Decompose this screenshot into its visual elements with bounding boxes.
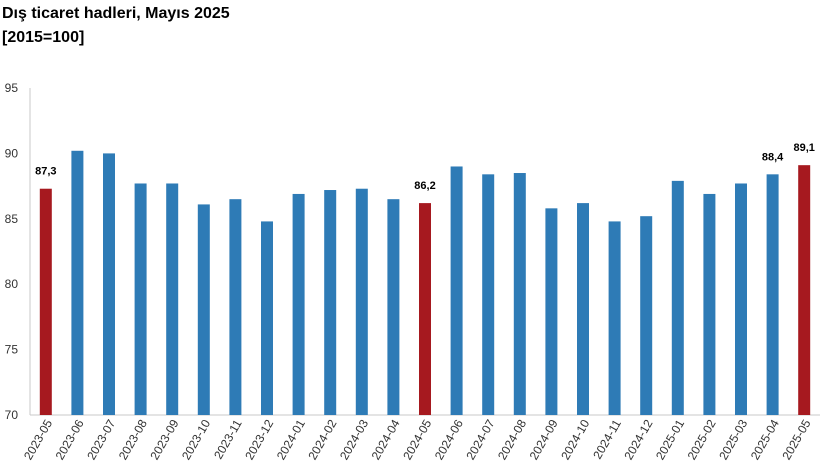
- bar-2023-10: [197, 204, 210, 415]
- x-tick-label: 2025-01: [653, 417, 687, 462]
- chart-bars: [39, 150, 811, 415]
- bar-2024-04: [387, 199, 400, 415]
- chart-data-labels: 87,3 86,2 88,4 89,1: [35, 142, 815, 192]
- x-tick-label: 2025-05: [779, 417, 813, 462]
- y-tick-label: 75: [5, 343, 19, 357]
- x-tick-label: 2023-12: [242, 417, 276, 462]
- x-tick-label: 2024-12: [621, 417, 655, 462]
- x-tick-label: 2023-11: [211, 417, 245, 462]
- y-tick-label: 70: [5, 408, 19, 422]
- x-tick-label: 2024-02: [305, 417, 339, 462]
- bar-2023-08: [134, 183, 147, 415]
- bar-2024-02: [324, 190, 337, 415]
- bar-2023-06: [71, 150, 84, 415]
- x-tick-label: 2024-04: [369, 417, 403, 462]
- x-tick-label: 2024-06: [432, 417, 466, 462]
- bar-2025-03: [735, 183, 747, 415]
- x-tick-label: 2025-02: [685, 417, 719, 462]
- x-tick-label: 2023-05: [21, 417, 55, 462]
- x-tick-label: 2025-03: [716, 417, 750, 462]
- x-tick-label: 2024-01: [274, 417, 308, 462]
- x-tick-label: 2023-09: [147, 417, 181, 462]
- bar-2023-05: [39, 188, 52, 415]
- chart-axes: 70 75 80 85 90 95 2023-052023-062023-072023-08…: [5, 81, 820, 462]
- bar-2024-11: [608, 221, 621, 415]
- bar-2023-11: [229, 199, 242, 415]
- x-tick-label: 2024-05: [400, 417, 434, 462]
- x-tick-label: 2024-03: [337, 417, 371, 462]
- data-label-2023-05: 87,3: [35, 166, 56, 178]
- chart-title: Dış ticaret hadleri, Mayıs 2025: [2, 5, 230, 22]
- bar-2024-05: [419, 203, 431, 415]
- y-tick-label: 85: [5, 212, 19, 226]
- data-label-2025-05: 89,1: [793, 142, 814, 154]
- data-label-2025-04: 88,4: [762, 151, 784, 163]
- y-tick-label: 95: [5, 81, 19, 95]
- bar-2025-04: [766, 174, 779, 415]
- data-label-2024-05: 86,2: [414, 180, 435, 192]
- y-tick-label: 80: [5, 277, 19, 291]
- x-tick-label: 2023-06: [53, 417, 87, 462]
- x-tick-label: 2024-10: [558, 417, 592, 462]
- bar-2024-06: [450, 166, 463, 415]
- bar-2023-07: [103, 153, 115, 415]
- x-tick-label: 2024-09: [527, 417, 561, 462]
- x-tick-label: 2023-07: [84, 417, 118, 462]
- bar-2025-01: [671, 180, 684, 415]
- x-tick-label: 2023-08: [116, 417, 150, 462]
- bar-2025-02: [703, 193, 716, 415]
- chart-subtitle: [2015=100]: [2, 29, 85, 46]
- x-tick-label: 2024-11: [590, 417, 624, 462]
- bar-2024-07: [482, 174, 495, 415]
- x-tick-label: 2023-10: [179, 417, 213, 462]
- x-tick-label: 2025-04: [748, 417, 782, 462]
- bar-2024-09: [545, 208, 558, 415]
- bar-2024-12: [640, 216, 653, 415]
- bar-2025-05: [798, 165, 811, 415]
- bar-2024-10: [577, 203, 589, 415]
- y-tick-label: 90: [5, 146, 19, 160]
- x-tick-label: 2024-08: [495, 417, 529, 462]
- bar-2024-01: [292, 193, 305, 415]
- chart-title-block: Dış ticaret hadleri, Mayıs 2025 [2015=10…: [2, 2, 230, 50]
- bar-2023-09: [166, 183, 179, 415]
- x-tick-label: 2024-07: [463, 417, 497, 462]
- bar-2024-03: [355, 188, 368, 415]
- bar-2023-12: [261, 221, 273, 415]
- bar-2024-08: [513, 173, 526, 415]
